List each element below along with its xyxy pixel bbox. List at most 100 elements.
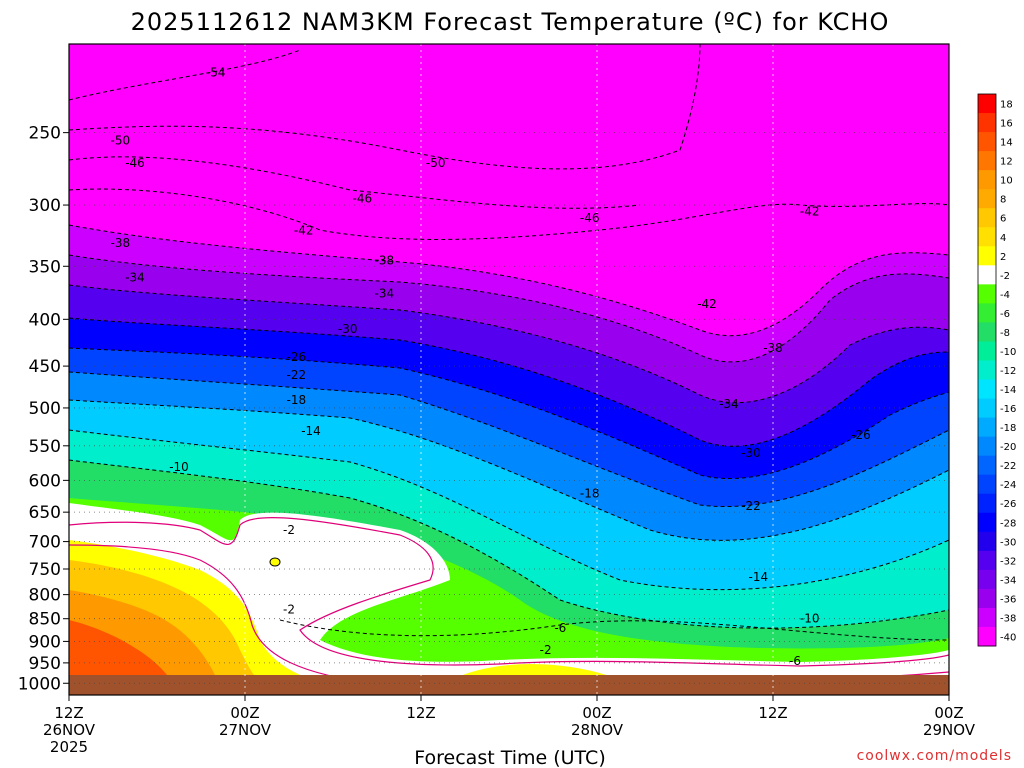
isotherm-label: -2 [540, 643, 552, 657]
colorbar-swatch [978, 607, 996, 628]
y-tick-label: 950 [29, 654, 61, 674]
y-axis-ticks: 2503003504004505005506006507007508008509… [18, 124, 69, 694]
colorbar-swatch [978, 170, 996, 190]
isotherm-label: -18 [580, 486, 600, 500]
colorbar-swatch [978, 341, 996, 361]
y-tick-label: 300 [29, 196, 61, 216]
isotherm-label: -2 [283, 602, 295, 616]
x-axis-label: Forecast Time (UTC) [414, 747, 605, 768]
colorbar-swatch [978, 246, 996, 266]
colorbar-label: -2 [1000, 271, 1010, 282]
colorbar-swatch [978, 265, 996, 285]
colorbar-swatch [978, 417, 996, 438]
colorbar-label: -16 [1000, 404, 1016, 415]
ground-surface [69, 675, 949, 695]
isotherm-label: -26 [287, 350, 307, 364]
colorbar-swatch [978, 322, 996, 342]
isotherm-label: -38 [763, 341, 783, 355]
isotherm-label: -42 [800, 205, 820, 219]
colorbar-swatch [978, 94, 996, 114]
y-tick-label: 600 [29, 471, 61, 491]
colorbar-label: -30 [1000, 537, 1016, 548]
colorbar-label: -36 [1000, 594, 1016, 605]
x-tick-label: 00Z [230, 704, 259, 722]
isotherm-label: -22 [287, 368, 307, 382]
isotherm-label: -6 [554, 621, 566, 635]
colorbar-label: -32 [1000, 556, 1016, 567]
colorbar-frame [977, 93, 997, 647]
isotherm-label: -26 [851, 428, 871, 442]
colorbar-label: -38 [1000, 613, 1016, 624]
colorbar-swatch [978, 151, 996, 171]
isotherm-label: -14 [749, 570, 769, 584]
isotherm-label: -50 [111, 133, 131, 147]
isotherm-label: -34 [125, 270, 145, 284]
colorbar-label: -4 [1000, 290, 1010, 301]
colorbar-label: -14 [1000, 385, 1016, 396]
colorbar: 18 16 14 12 10 8 6 4 2 -2 -4 -6 -8 -10 -12 -14 -16 -18 -20… [977, 93, 1016, 647]
isotherm-label: -42 [294, 224, 314, 238]
y-tick-label: 900 [29, 632, 61, 652]
plot-frame [68, 43, 950, 696]
isotherm-label: -30 [741, 446, 761, 460]
isotherm-label: -50 [426, 156, 446, 170]
colorbar-swatch [978, 512, 996, 533]
x-tick-label: 12Z [406, 704, 435, 722]
isotherm-label: -30 [338, 322, 358, 336]
isotherm-label: -34 [375, 287, 395, 301]
colorbar-swatch [978, 398, 996, 419]
x-tick-label: 12Z [758, 704, 787, 722]
isotherm-label: -38 [111, 236, 131, 250]
colorbar-label: -18 [1000, 423, 1016, 434]
y-tick-label: 850 [29, 610, 61, 630]
colorbar-label: -22 [1000, 461, 1016, 472]
colorbar-swatch [978, 493, 996, 514]
colorbar-label: 6 [1000, 214, 1006, 225]
colorbar-swatch [978, 588, 996, 609]
y-tick-label: 800 [29, 586, 61, 606]
credit-text: coolwx.com/models [857, 748, 1012, 764]
band-warm-yellow-surface [460, 664, 610, 676]
colorbar-swatch [978, 113, 996, 133]
isotherm-lines [69, 44, 949, 641]
y-tick-label: 400 [29, 310, 61, 330]
x-tick-label: 28NOV [571, 721, 624, 739]
colorbar-label: 12 [1000, 157, 1013, 168]
colorbar-label: 4 [1000, 233, 1006, 244]
colorbar-label: -24 [1000, 480, 1016, 491]
colorbar-label: 14 [1000, 138, 1013, 149]
x-tick-label: 26NOV [43, 721, 96, 739]
colorbar-swatch [978, 550, 996, 571]
x-tick-label: 27NOV [219, 721, 272, 739]
isotherm-label: -34 [719, 397, 739, 411]
colorbar-swatch [978, 455, 996, 476]
colorbar-label: -10 [1000, 347, 1016, 358]
x-tick-label: 2025 [50, 738, 88, 756]
colorbar-label: 18 [1000, 100, 1013, 111]
band-near-zero [69, 503, 949, 695]
colorbar-label: -40 [1000, 632, 1016, 643]
y-tick-label: 700 [29, 533, 61, 553]
x-tick-label: 00Z [582, 704, 611, 722]
colorbar-label: 8 [1000, 195, 1006, 206]
isotherm-label: -46 [353, 191, 373, 205]
colorbar-swatch [978, 569, 996, 590]
isotherm-label: -22 [741, 499, 761, 513]
isotherm-label: -10 [800, 612, 820, 626]
x-tick-label: 12Z [54, 704, 83, 722]
isotherm-label: -42 [697, 297, 717, 311]
colorbar-swatch [978, 379, 996, 400]
y-tick-label: 350 [29, 257, 61, 277]
colorbar-swatch [978, 360, 996, 381]
colorbar-label: -8 [1000, 328, 1010, 339]
colorbar-label: -28 [1000, 518, 1016, 529]
colorbar-swatch [978, 436, 996, 457]
isotherm-label: -18 [287, 393, 307, 407]
colorbar-swatch [978, 227, 996, 247]
chart-title: 2025112612 NAM3KM Forecast Temperature (… [131, 8, 890, 36]
colorbar-swatch [978, 284, 996, 304]
isotherm-labels: -54 -50 -46 -42 -38 -34 -30 -26 -22 -18 -14 -10 -2 -2… [111, 66, 871, 668]
colorbar-swatch [978, 626, 996, 647]
colorbar-swatch [978, 132, 996, 152]
